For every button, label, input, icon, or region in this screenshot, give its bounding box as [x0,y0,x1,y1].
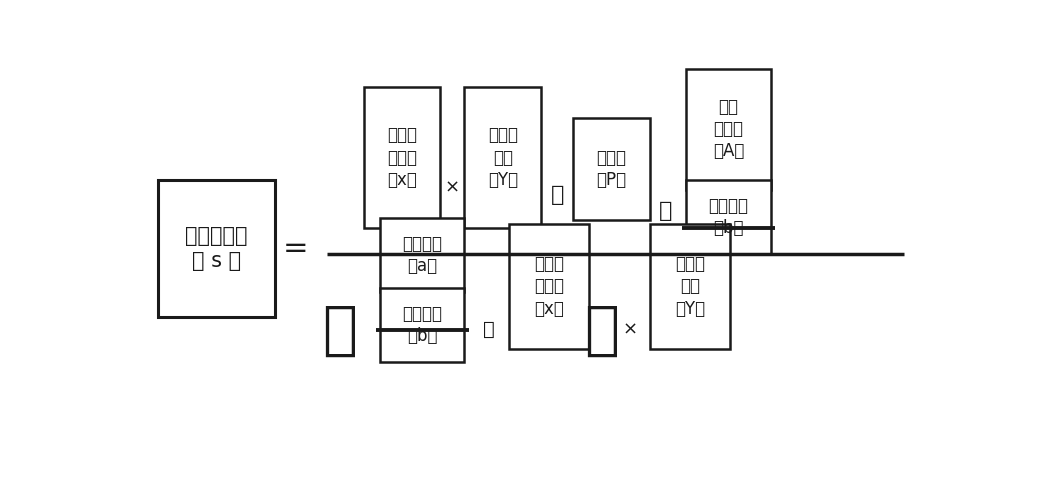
Text: 現在
資産額
（A）: 現在 資産額 （A） [712,98,745,160]
Text: －: － [659,201,673,220]
Text: 年金額
（P）: 年金額 （P） [597,149,627,189]
Text: 老後年数
（b）: 老後年数 （b） [402,305,442,345]
Text: 老後年数
（b）: 老後年数 （b） [708,197,749,237]
Text: =: = [283,234,308,263]
Text: 手取り
年収
（Y）: 手取り 年収 （Y） [488,126,518,189]
FancyBboxPatch shape [380,288,465,362]
Text: ）: ） [584,302,619,358]
Text: －: － [550,185,564,206]
FancyBboxPatch shape [686,180,771,254]
FancyBboxPatch shape [509,224,590,349]
Text: ×: × [622,321,638,339]
Text: 老後生
活費率
（x）: 老後生 活費率 （x） [387,126,417,189]
Text: 手取り
年収
（Y）: 手取り 年収 （Y） [675,255,705,317]
FancyBboxPatch shape [573,118,650,220]
FancyBboxPatch shape [380,218,465,292]
Text: 現役年数
（a）: 現役年数 （a） [402,235,442,275]
Text: ＋: ＋ [483,320,495,339]
FancyBboxPatch shape [686,68,771,190]
Text: ×: × [445,179,460,197]
FancyBboxPatch shape [158,180,275,317]
Text: 老後生
活費率
（x）: 老後生 活費率 （x） [535,255,564,317]
FancyBboxPatch shape [364,88,440,228]
Text: 必要貯蓄率
（ s ）: 必要貯蓄率 （ s ） [185,226,248,271]
Text: （: （ [322,302,357,358]
FancyBboxPatch shape [650,224,730,349]
FancyBboxPatch shape [465,88,541,228]
